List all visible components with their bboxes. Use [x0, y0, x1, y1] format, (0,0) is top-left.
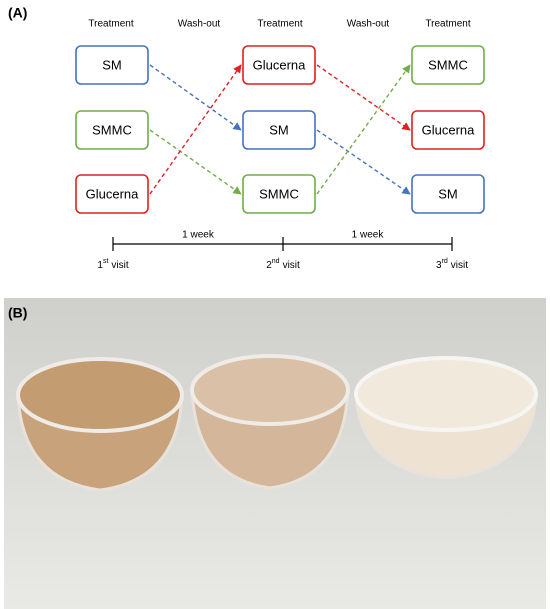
- switch-arrow: [316, 64, 411, 195]
- product-box: [242, 174, 316, 214]
- visit-text: visit: [451, 260, 468, 271]
- visit-text: visit: [111, 260, 128, 271]
- cup: [190, 354, 350, 490]
- cup: [354, 356, 538, 480]
- visit-label: 1st visit: [97, 258, 128, 271]
- crossover-diagram: Treatment Wash-out Treatment Wash-out Treatm…: [75, 19, 485, 271]
- product-label: SMMC: [259, 186, 299, 201]
- visit-suffix: nd: [272, 258, 280, 265]
- cup: [16, 357, 184, 492]
- product-box: [242, 110, 316, 150]
- switch-arrow: [316, 129, 411, 195]
- product-box: [75, 45, 149, 85]
- column-header: Treatment: [425, 19, 470, 30]
- switch-arrow: [149, 129, 242, 195]
- product-label: SM: [269, 122, 289, 137]
- product-box: [75, 110, 149, 150]
- photo: [4, 298, 546, 609]
- product-box: [411, 110, 485, 150]
- visit-number: 1: [97, 260, 103, 271]
- product-label: SMMC: [428, 57, 468, 72]
- visit-text: visit: [283, 260, 300, 271]
- product-box: [411, 174, 485, 214]
- product-label: Glucerna: [86, 186, 140, 201]
- panel-label: (A): [8, 5, 27, 21]
- column-header: Wash-out: [347, 19, 390, 30]
- product-label: SM: [438, 186, 458, 201]
- column-header: Treatment: [257, 19, 302, 30]
- visit-suffix: st: [103, 258, 109, 265]
- visit-number: 2: [266, 260, 272, 271]
- column-header: Wash-out: [178, 19, 221, 30]
- visit-label: 2nd visit: [266, 258, 300, 271]
- product-label: Glucerna: [422, 122, 476, 137]
- panel-label: (B): [8, 305, 27, 321]
- interval-label: 1 week: [182, 230, 215, 241]
- product-label: Glucerna: [253, 57, 307, 72]
- switch-arrow: [149, 64, 242, 131]
- product-label: SMMC: [92, 122, 132, 137]
- product-box: [411, 45, 485, 85]
- visit-number: 3: [436, 260, 442, 271]
- switch-arrow: [316, 64, 411, 131]
- visit-label: 3rd visit: [436, 258, 468, 271]
- column-header: Treatment: [88, 19, 133, 30]
- product-box: [242, 45, 316, 85]
- product-box: [75, 174, 149, 214]
- interval-label: 1 week: [352, 230, 385, 241]
- switch-arrow: [149, 64, 242, 195]
- visit-suffix: rd: [442, 258, 448, 265]
- product-label: SM: [102, 57, 122, 72]
